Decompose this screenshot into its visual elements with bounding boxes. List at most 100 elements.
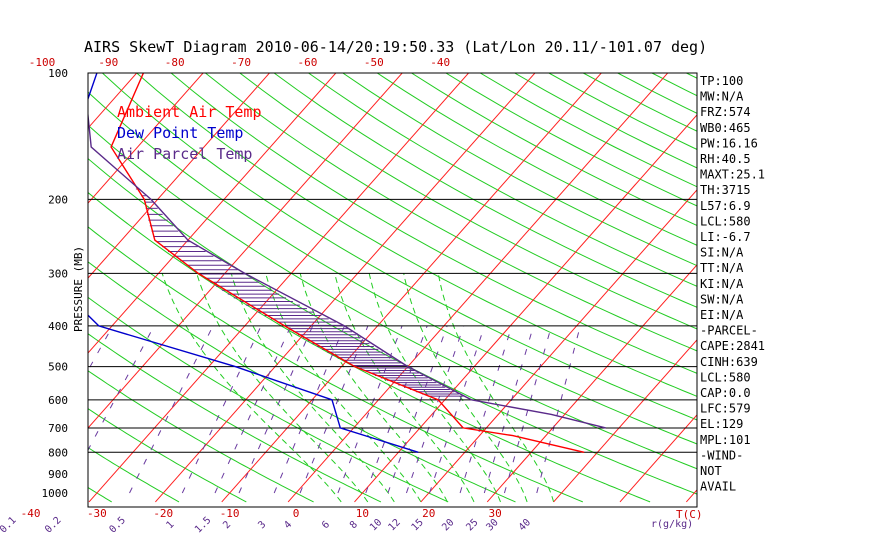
pressure-tick-labels: 100 200 300 400 500 600 700 800 900 1000: [42, 67, 69, 500]
temperature-tick-label: -20: [153, 507, 173, 520]
mixing-ratio-label: 1: [165, 519, 177, 531]
indices-item: -PARCEL-: [700, 324, 758, 338]
indices-item: MW:N/A: [700, 90, 744, 104]
pressure-tick-label: 800: [48, 446, 68, 459]
indices-item: FRZ:574: [700, 105, 751, 119]
top-temperature-tick-label: -90: [98, 56, 118, 69]
chart-title: AIRS SkewT Diagram 2010-06-14/20:19:50.3…: [84, 38, 707, 56]
mixing-ratio-line: [238, 325, 314, 494]
isotherm-line: [619, 414, 697, 503]
mixing-ratio-label: 0.1: [0, 515, 19, 536]
mixing-ratio-lines: [88, 325, 581, 494]
isotherm-line: [354, 114, 697, 503]
indices-item: -WIND-: [700, 448, 743, 462]
mixing-ratio-label: 0.5: [107, 515, 128, 536]
dry-adiabat-line: [308, 73, 697, 287]
isotherms: [0, 32, 697, 503]
mixing-ratio-label: 20: [440, 517, 456, 533]
temperature-tick-label: -40: [21, 507, 41, 520]
moist-adiabat-line: [161, 273, 342, 503]
mixing-ratio-label: 3: [256, 519, 268, 531]
pressure-tick-label: 1000: [42, 487, 69, 500]
mixing-ratio-line: [337, 325, 403, 494]
plot-frame: [87, 72, 698, 508]
isobars: [88, 198, 697, 453]
mixing-ratio-line: [299, 325, 369, 494]
dry-adiabat-line: [88, 296, 449, 503]
moist-adiabat-line: [230, 273, 395, 503]
dry-adiabats: [0, 73, 697, 503]
mixing-ratio-line: [459, 325, 513, 494]
indices-item: SW:N/A: [700, 292, 744, 306]
dry-adiabat-line: [0, 73, 44, 502]
mixing-ratio-unit: r(g/kg): [651, 519, 693, 530]
mixing-ratio-label: 0.2: [43, 515, 64, 536]
indices-item: LI:-6.7: [700, 230, 751, 244]
mixing-ratio-line: [405, 325, 465, 494]
indices-item: CINH:639: [700, 355, 758, 369]
indices-item: LFC:579: [700, 402, 751, 416]
pressure-tick-label: 900: [48, 468, 68, 481]
pressure-tick-label: 700: [48, 422, 68, 435]
top-temperature-tick-label: -60: [298, 56, 318, 69]
dry-adiabat-line: [88, 486, 112, 503]
indices-item: MAXT:25.1: [700, 168, 765, 182]
mixing-ratio-line: [273, 325, 345, 494]
legend-ambient-air-temp: Ambient Air Temp: [117, 103, 262, 121]
isotherm-line: [155, 73, 536, 503]
dry-adiabat-line: [88, 91, 697, 445]
pressure-tick-label: 200: [48, 193, 68, 206]
mixing-ratio-label: 2: [221, 519, 233, 531]
indices-item: NOT: [700, 464, 722, 478]
mixing-ratio-line: [536, 325, 581, 494]
indices-item: CAPE:2841: [700, 339, 765, 353]
moist-adiabat-line: [299, 273, 448, 503]
indices-item: PW:16.16: [700, 136, 758, 150]
top-temperature-tick-label: -50: [364, 56, 384, 69]
dry-adiabat-line: [651, 73, 697, 97]
isotherm-line: [88, 73, 204, 204]
moist-adiabat-line: [368, 273, 501, 503]
dry-adiabat-line: [88, 408, 247, 503]
dry-adiabat-line: [239, 73, 697, 330]
dry-adiabat-line: [273, 73, 697, 308]
indices-item: CAP:0.0: [700, 386, 751, 400]
legend: Ambient Air Temp Dew Point Temp Air Parc…: [117, 103, 262, 163]
temperature-tick-label: -10: [220, 507, 240, 520]
temperature-tick-label: 10: [356, 507, 369, 520]
dry-adiabat-line: [479, 73, 697, 188]
moist-adiabat-line: [334, 273, 475, 503]
isotherm-line: [88, 73, 470, 503]
plot-area: [0, 32, 697, 503]
indices-item: MPL:101: [700, 433, 751, 447]
top-temperature-tick-label: -80: [165, 56, 185, 69]
dry-adiabat-line: [88, 447, 180, 503]
dry-adiabat-line: [88, 261, 516, 503]
dry-adiabat-line: [514, 73, 697, 169]
dry-adiabat-line: [88, 191, 651, 503]
mixing-ratio-line: [365, 325, 428, 494]
top-temperature-tick-label: -40: [430, 56, 450, 69]
top-temperature-tick-label: -100: [29, 56, 56, 69]
dry-adiabat-line: [376, 73, 697, 246]
mixing-ratio-label: 1.5: [193, 515, 214, 536]
profile-lines: [88, 73, 606, 453]
isotherm-line: [0, 32, 40, 502]
legend-dew-point-temp: Dew Point Temp: [117, 124, 243, 142]
mixing-ratio-label: 25: [464, 517, 480, 533]
pressure-tick-label: 300: [48, 267, 68, 280]
indices-item: EL:129: [700, 417, 743, 431]
isotherm-line: [221, 73, 602, 503]
moist-adiabat-line: [265, 273, 422, 503]
dry-adiabat-line: [88, 157, 697, 495]
dry-adiabat-line: [136, 73, 697, 397]
temperature-tick-label: 0: [293, 507, 300, 520]
mixing-ratio-line: [214, 325, 292, 494]
indices-item: EI:N/A: [700, 308, 744, 322]
mixing-ratio-label: 40: [517, 517, 533, 533]
isotherm-line: [553, 339, 697, 503]
pressure-tick-label: 400: [48, 320, 68, 333]
